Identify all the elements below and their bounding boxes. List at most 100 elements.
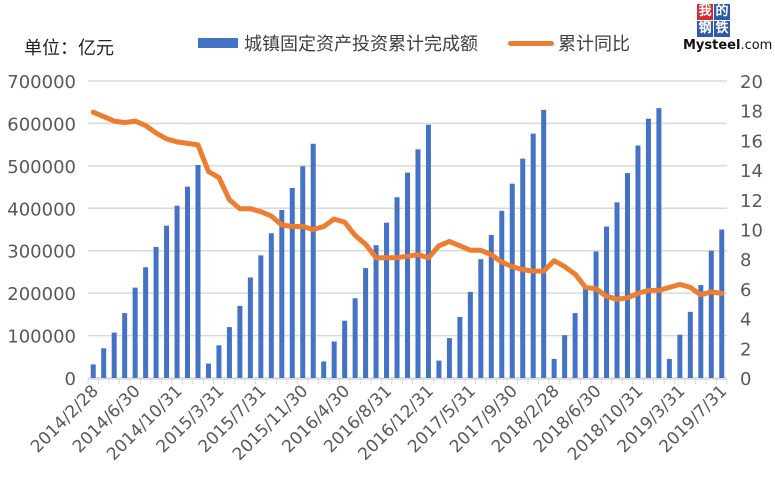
bar-series	[90, 108, 725, 379]
bar	[268, 233, 274, 378]
bar	[226, 327, 232, 378]
bar	[415, 149, 421, 378]
y2-tick-label: 4	[740, 310, 751, 331]
bar	[551, 358, 557, 378]
bar	[352, 298, 358, 378]
legend: 城镇固定资产投资累计完成额 累计同比	[198, 30, 660, 56]
y2-tick-label: 18	[740, 102, 763, 123]
y2-tick-label: 10	[740, 221, 763, 242]
y2-tick-label: 2	[740, 339, 751, 360]
mysteel-logo: 我 的 钢 铁 Mysteel.com	[683, 4, 772, 58]
bar	[562, 335, 568, 378]
bar	[467, 291, 473, 378]
bar	[153, 246, 159, 378]
logo-grid-icon: 我 的 钢 铁	[697, 4, 730, 37]
bar	[247, 277, 253, 378]
bar	[143, 267, 149, 378]
bar	[394, 197, 400, 378]
bar	[425, 124, 431, 378]
bar	[677, 334, 683, 378]
bar	[258, 255, 264, 378]
logo-cell: 铁	[714, 21, 730, 37]
bar	[488, 235, 494, 378]
x-tick-labels: 2014/2/282014/6/302014/10/312015/3/31201…	[27, 381, 731, 464]
bar	[457, 316, 463, 378]
y-tick-label: 700000	[7, 72, 76, 93]
y2-tick-label: 8	[740, 250, 751, 271]
line-series	[90, 109, 725, 302]
logo-text-main: Mysteel	[683, 38, 741, 53]
bar	[321, 361, 327, 378]
bar	[687, 311, 693, 378]
y2-tick-label: 20	[740, 72, 763, 93]
y2-tick-label: 0	[740, 369, 751, 390]
bar	[614, 202, 620, 378]
logo-cell: 我	[697, 4, 713, 20]
bar	[300, 166, 306, 378]
bar	[698, 285, 704, 378]
logo-cell: 的	[714, 4, 730, 20]
y-tick-label: 600000	[7, 114, 76, 135]
bar	[90, 364, 96, 378]
legend-label-line: 累计同比	[558, 34, 630, 55]
bar	[185, 186, 191, 378]
bar	[645, 118, 651, 379]
bar	[530, 133, 536, 378]
bar-swatch-icon	[198, 38, 238, 48]
bar	[666, 358, 672, 378]
bar	[405, 172, 410, 378]
bar	[101, 348, 107, 378]
legend-label-bar: 城镇固定资产投资累计完成额	[244, 34, 478, 55]
legend-item-bar: 城镇固定资产投资累计完成额	[198, 30, 478, 56]
bar	[289, 187, 295, 378]
logo-cell: 钢	[697, 21, 713, 37]
bar	[541, 109, 547, 378]
bar	[122, 313, 128, 378]
bar	[216, 345, 222, 378]
y2-tick-label: 16	[740, 131, 763, 152]
bar	[384, 222, 390, 378]
y-tick-label: 200000	[7, 284, 76, 305]
y-tick-label: 300000	[7, 242, 76, 263]
bar	[499, 210, 505, 378]
y2-tick-label: 6	[740, 280, 751, 301]
bar	[111, 332, 117, 378]
bar	[331, 341, 337, 378]
y-tick-label: 400000	[7, 199, 76, 220]
y-axis-right: 0 2 4 6 8 10 12 14 16 18 20	[740, 72, 763, 390]
y-tick-label: 100000	[7, 327, 76, 348]
unit-label: 单位：亿元	[24, 38, 114, 59]
bar	[195, 165, 201, 378]
y-tick-label: 0	[65, 369, 76, 390]
bar	[446, 338, 452, 378]
line-swatch-icon	[508, 40, 554, 46]
bar	[478, 259, 484, 378]
bar	[342, 320, 348, 378]
bar	[604, 226, 610, 378]
bar	[719, 229, 725, 378]
bar	[624, 173, 630, 378]
bar	[279, 209, 285, 378]
logo-text-suffix: .com	[740, 38, 773, 53]
bar	[373, 245, 379, 378]
bar	[593, 251, 599, 378]
y2-tick-label: 14	[740, 161, 763, 182]
legend-item-line: 累计同比	[508, 30, 630, 56]
bar	[635, 145, 641, 378]
bar	[436, 360, 442, 378]
bar	[310, 143, 316, 378]
y-axis-left: 0 100000 200000 300000 400000 500000 600000 700…	[7, 72, 76, 390]
bar	[132, 287, 138, 378]
y2-tick-label: 12	[740, 191, 763, 212]
bar	[174, 205, 180, 378]
bar	[363, 268, 369, 378]
x-axis	[87, 378, 728, 384]
bar	[205, 363, 211, 378]
bar	[572, 313, 578, 378]
bar	[708, 250, 714, 378]
y-tick-label: 500000	[7, 157, 76, 178]
bar	[509, 183, 515, 378]
bar	[583, 287, 589, 378]
